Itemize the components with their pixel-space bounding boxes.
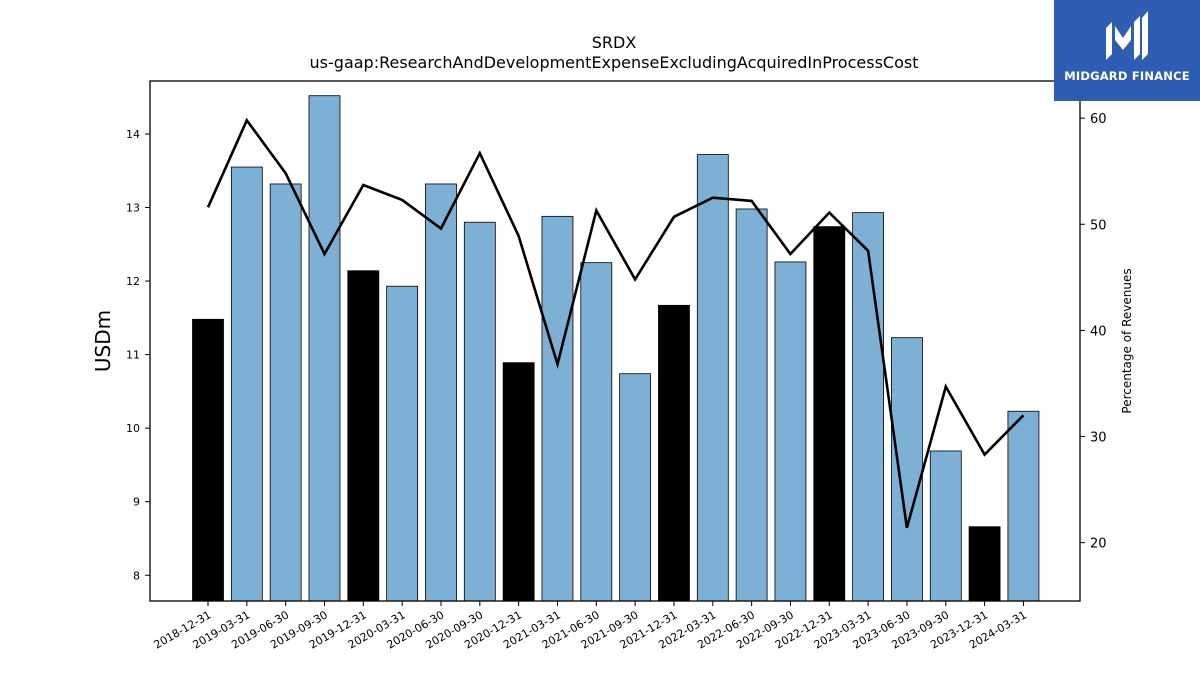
- y-tick-label: 12: [126, 275, 140, 288]
- y-tick-label: 14: [126, 128, 140, 141]
- y-tick-label: 10: [126, 422, 140, 435]
- bar: [502, 362, 535, 602]
- logo-text: MIDGARD FINANCE: [1064, 69, 1190, 83]
- y2-tick-label: 60: [1090, 112, 1107, 127]
- bars-layer: [192, 95, 1040, 602]
- x-axis: 2018-12-312019-03-312019-06-302019-09-30…: [152, 601, 1029, 652]
- y-tick-label: 8: [133, 569, 140, 582]
- bar: [580, 262, 613, 602]
- y-tick-label: 13: [126, 202, 140, 215]
- brand-logo: MIDGARD FINANCE: [1054, 0, 1200, 101]
- y-tick-label: 9: [133, 496, 140, 509]
- bar: [230, 166, 263, 602]
- logo-mark-icon: [1106, 11, 1148, 60]
- bar: [696, 154, 729, 602]
- y-axis-title: USDm: [91, 310, 115, 372]
- bar: [425, 183, 457, 602]
- right-axis: 20 30 40 50 60: [1080, 112, 1107, 552]
- bar: [891, 337, 923, 602]
- bar: [347, 270, 380, 602]
- y2-tick-label: 40: [1090, 324, 1107, 339]
- y2-tick-label: 20: [1090, 537, 1107, 552]
- bar: [386, 285, 419, 602]
- bar: [735, 208, 768, 602]
- plot-frame: [149, 80, 1081, 602]
- bar: [463, 221, 496, 602]
- bar: [541, 215, 574, 602]
- bar: [774, 261, 807, 602]
- bar: [192, 318, 224, 602]
- bar: [1007, 410, 1040, 602]
- chart-title: SRDX: [592, 33, 637, 52]
- bar: [658, 304, 690, 602]
- y-tick-label: 11: [126, 349, 140, 362]
- bar: [269, 183, 302, 602]
- bar: [929, 450, 962, 602]
- bar: [308, 95, 341, 602]
- bar: [968, 526, 1001, 602]
- y2-axis-title: Percentage of Revenues: [1120, 268, 1134, 413]
- left-axis: 8 9 10 11 12 13 14: [126, 128, 150, 582]
- series-line: [206, 117, 1025, 529]
- bar: [813, 226, 846, 602]
- chart-subtitle: us-gaap:ResearchAndDevelopmentExpenseExc…: [310, 53, 919, 72]
- y2-tick-label: 30: [1090, 431, 1107, 446]
- line-layer: [206, 117, 1025, 529]
- bar: [619, 373, 652, 602]
- y2-tick-label: 50: [1090, 218, 1107, 233]
- bar: [852, 212, 885, 602]
